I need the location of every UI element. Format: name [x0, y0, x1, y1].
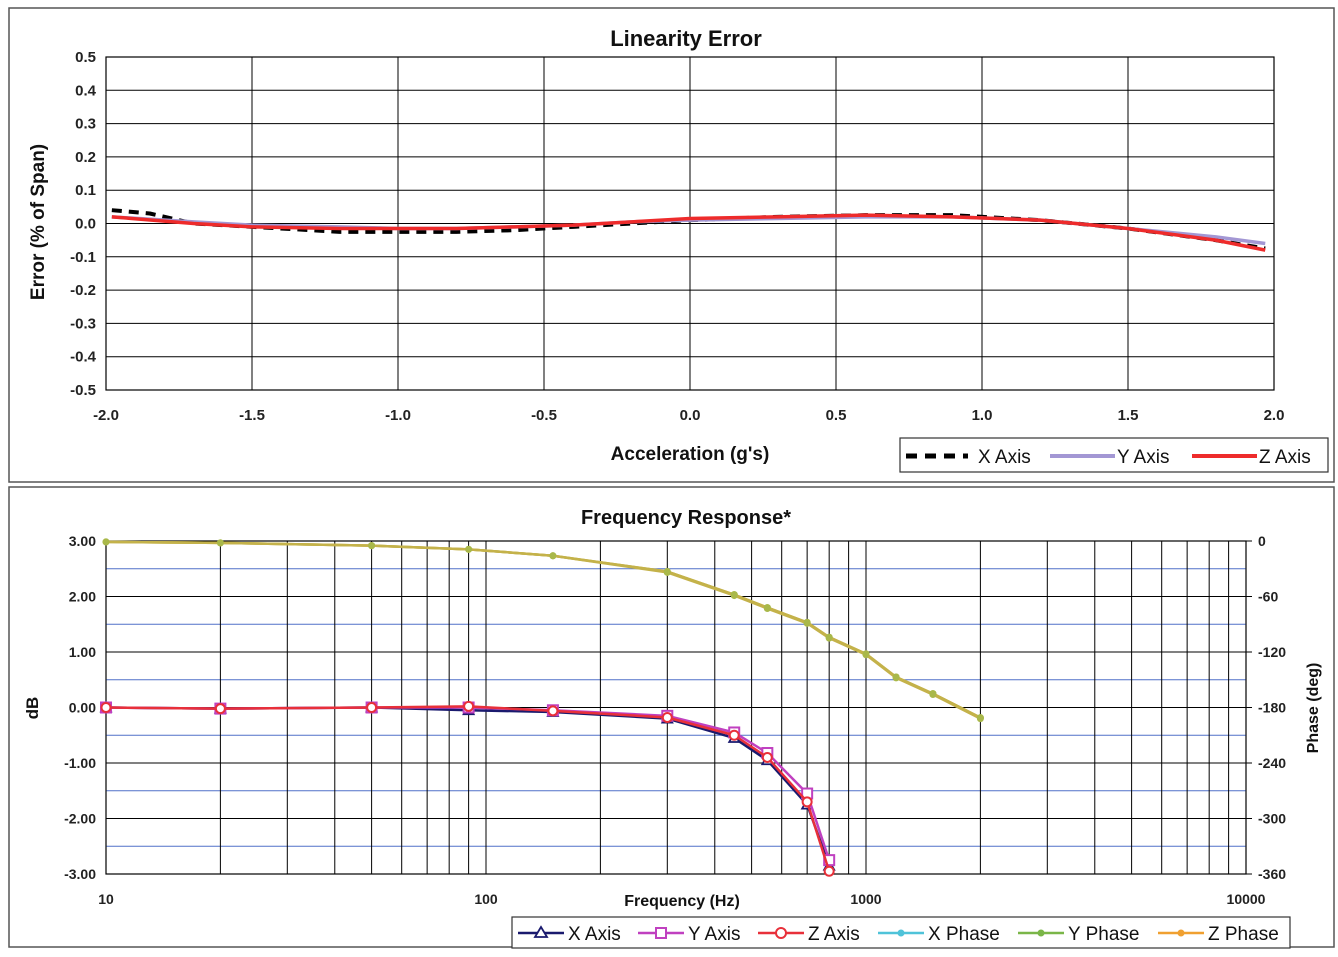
- linearity-x-tick-3: -0.5: [531, 407, 557, 424]
- frequency-point-z-axis: [801, 796, 813, 808]
- frequency-y2-tick-6: -360: [1258, 866, 1286, 882]
- frequency-point-z-phase: [976, 714, 984, 722]
- frequency-point-z-phase: [763, 604, 771, 612]
- frequency-xlabel: Frequency (Hz): [624, 893, 740, 910]
- frequency-point-z-phase: [803, 618, 811, 626]
- frequency-ticks: 3.00 2.00 1.00 0.00 -1.00 -2.00 -3.00 0 -60 -120 -…: [64, 533, 1286, 907]
- frequency-y-tick-6: -3.00: [64, 866, 96, 882]
- frequency-point-z-axis: [214, 703, 226, 715]
- frequency-legend-label-x-axis: X Axis: [568, 924, 621, 945]
- frequency-point-z-phase: [368, 542, 376, 550]
- linearity-y-tick-10: -0.5: [70, 382, 96, 399]
- frequency-x-tick-1: 100: [474, 891, 498, 907]
- frequency-ylabel: dB: [23, 697, 42, 720]
- linearity-y-tick-0: 0.5: [75, 49, 96, 66]
- frequency-legend: X Axis Y Axis Z Axis X Phase Y Phase Z Phase: [511, 916, 1291, 949]
- frequency-legend-marker-x-axis: [533, 925, 549, 938]
- frequency-point-z-phase: [929, 690, 937, 698]
- linearity-y-tick-2: 0.3: [75, 116, 96, 133]
- frequency-legend-marker-z-phase: [1177, 929, 1185, 937]
- frequency-point-z-phase: [549, 552, 557, 560]
- frequency-point-z-phase: [730, 591, 738, 599]
- frequency-x-tick-2: 1000: [850, 891, 881, 907]
- linearity-ticks: -2.0 -1.5 -1.0 -0.5 0.0 0.5 1.0 1.5 2.0 0.5 0.4 0.3…: [70, 49, 1284, 424]
- linearity-y-tick-6: -0.1: [70, 249, 96, 266]
- frequency-legend-marker-y-phase: [1037, 929, 1045, 937]
- frequency-legend-label-y-phase: Y Phase: [1068, 924, 1139, 945]
- frequency-point-z-phase: [465, 545, 473, 553]
- frequency-point-z-axis: [823, 865, 835, 877]
- frequency-y2-tick-1: -60: [1258, 589, 1278, 605]
- linearity-y-tick-5: 0.0: [75, 216, 96, 233]
- frequency-y2-tick-0: 0: [1258, 533, 1266, 549]
- frequency-title: Frequency Response*: [581, 507, 791, 529]
- linearity-y-tick-4: 0.1: [75, 182, 96, 199]
- frequency-legend-label-y-axis: Y Axis: [688, 924, 740, 945]
- frequency-series: [99, 538, 984, 877]
- frequency-y-tick-5: -2.00: [64, 811, 96, 827]
- linearity-y-tick-7: -0.2: [70, 282, 96, 299]
- linearity-grid: [105, 56, 1275, 391]
- frequency-point-z-axis: [366, 702, 378, 713]
- linearity-legend-label-z-axis: Z Axis: [1259, 447, 1311, 468]
- frequency-y-tick-2: 1.00: [69, 644, 96, 660]
- frequency-y2-tick-3: -180: [1258, 700, 1286, 716]
- linearity-y-tick-9: -0.4: [70, 349, 97, 366]
- frequency-point-z-phase: [216, 539, 224, 547]
- frequency-point-z-phase: [862, 650, 870, 658]
- frequency-y2-tick-5: -300: [1258, 811, 1286, 827]
- linearity-y-tick-3: 0.2: [75, 149, 96, 166]
- frequency-legend-label-z-axis: Z Axis: [808, 924, 860, 945]
- frequency-point-z-axis: [661, 711, 673, 723]
- linearity-x-tick-7: 1.5: [1118, 407, 1139, 424]
- linearity-legend-label-x-axis: X Axis: [978, 447, 1031, 468]
- frequency-y2label: Phase (deg): [1305, 663, 1322, 754]
- frequency-legend-label-z-phase: Z Phase: [1208, 924, 1279, 945]
- frequency-y2-tick-2: -120: [1258, 644, 1286, 660]
- linearity-y-tick-8: -0.3: [70, 315, 96, 332]
- frequency-x-tick-3: 10000: [1227, 891, 1266, 907]
- frequency-point-z-axis: [728, 729, 740, 741]
- frequency-point-y-axis: [823, 854, 836, 867]
- linearity-xlabel: Acceleration (g's): [611, 444, 770, 465]
- frequency-legend-marker-z-axis: [775, 927, 787, 939]
- frequency-y-tick-1: 2.00: [69, 589, 96, 605]
- linearity-x-tick-4: 0.0: [680, 407, 701, 424]
- frequency-y-tick-0: 3.00: [69, 533, 96, 549]
- frequency-legend-marker-x-phase: [897, 929, 905, 937]
- frequency-x-tick-0: 10: [98, 891, 114, 907]
- linearity-x-tick-5: 0.5: [826, 407, 847, 424]
- linearity-series: [111, 208, 1266, 252]
- linearity-x-tick-8: 2.0: [1264, 407, 1285, 424]
- frequency-y2-tick-4: -240: [1258, 755, 1286, 771]
- linearity-x-tick-6: 1.0: [972, 407, 993, 424]
- frequency-point-z-phase: [663, 568, 671, 576]
- frequency-series-z-axis: [105, 705, 831, 872]
- frequency-y-tick-3: 0.00: [69, 700, 96, 716]
- frequency-legend-label-x-phase: X Phase: [928, 924, 1000, 945]
- frequency-point-z-phase: [892, 673, 900, 681]
- linearity-series-z-axis: [111, 213, 1266, 252]
- linearity-ylabel: Error (% of Span): [28, 144, 49, 300]
- frequency-series-z-phase: [105, 540, 981, 719]
- frequency-y-tick-4: -1.00: [64, 755, 96, 771]
- frequency-point-z-phase: [102, 538, 110, 546]
- linearity-x-tick-2: -1.0: [385, 407, 411, 424]
- linearity-x-tick-1: -1.5: [239, 407, 265, 424]
- frequency-point-z-axis: [100, 702, 112, 713]
- linearity-title: Linearity Error: [610, 26, 762, 51]
- linearity-x-tick-0: -2.0: [93, 407, 119, 424]
- frequency-legend-marker-y-axis: [655, 927, 667, 939]
- linearity-legend-label-y-axis: Y Axis: [1117, 447, 1169, 468]
- linearity-legend: X Axis Y Axis Z Axis: [899, 437, 1329, 473]
- frequency-point-z-axis: [761, 751, 773, 763]
- frequency-point-z-axis: [463, 700, 475, 712]
- linearity-y-tick-1: 0.4: [75, 82, 97, 99]
- frequency-point-z-phase: [825, 633, 833, 641]
- frequency-point-z-axis: [547, 705, 559, 717]
